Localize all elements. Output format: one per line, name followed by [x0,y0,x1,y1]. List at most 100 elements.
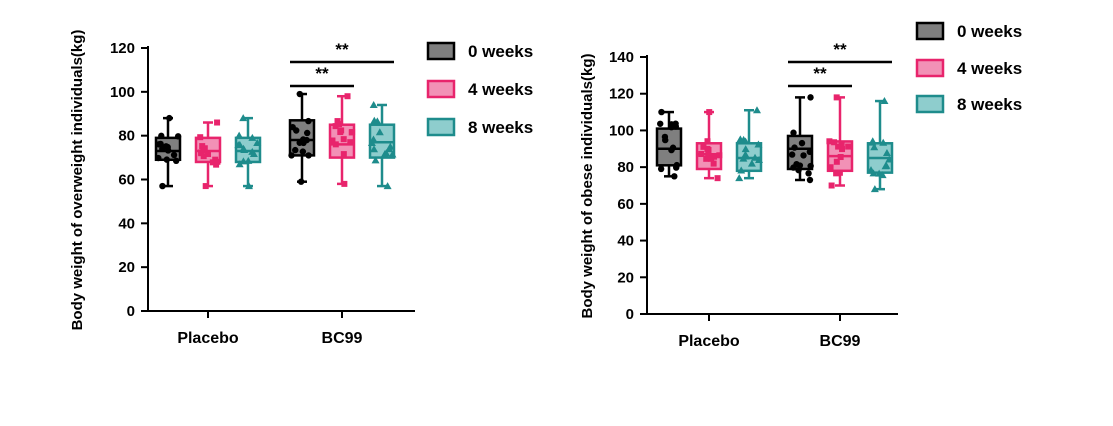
data-point [163,156,170,163]
data-point [807,162,814,170]
significance-label: ** [833,40,847,59]
data-point [338,127,345,134]
chart-overweight: 0 20 40 60 80 100 120 Placebo BC99 Body weight of… [69,30,533,347]
y-tick-label: 100 [110,84,135,101]
data-point [155,154,162,162]
data-point [386,142,395,150]
data-point [172,157,180,165]
data-point [248,147,257,155]
box-iqr [655,127,683,167]
data-point [369,100,378,108]
x-category-label: BC99 [322,330,363,347]
data-point [833,170,840,177]
data-point [305,152,312,159]
data-point [200,153,207,160]
data-point [668,146,675,154]
data-point [383,182,392,190]
box-circle [786,94,814,184]
y-tick-label: 40 [617,233,634,250]
data-point [214,119,221,126]
y-tick-label: 20 [118,259,135,276]
data-point [341,180,348,187]
data-point [336,121,343,128]
data-point [661,133,669,141]
data-point [239,144,248,152]
data-point [867,166,875,174]
data-point [202,183,209,190]
data-point [828,182,835,189]
data-point [806,148,814,156]
data-point [332,123,339,130]
data-point [201,145,208,152]
y-tick-label: 0 [127,303,135,320]
data-point [790,164,797,171]
data-point [885,155,894,163]
data-point [657,120,664,127]
y-tick-label: 60 [118,172,135,189]
y-tick-label: 60 [617,196,634,213]
box-square [695,109,723,182]
box-square [194,119,222,190]
data-point [296,90,303,98]
data-point [332,141,339,148]
data-point [845,143,852,150]
data-point [292,146,299,154]
data-point [714,175,721,182]
data-point [340,136,347,143]
data-point [158,132,165,140]
data-point [198,149,205,156]
data-point [706,109,713,116]
legend-swatch [915,21,945,41]
data-point [288,152,295,159]
data-point [212,156,219,163]
y-tick-label: 80 [118,128,135,145]
legend-label: 0 weeks [468,42,533,61]
data-point [838,141,845,148]
data-point [244,182,253,190]
data-point [672,123,680,130]
data-point [293,127,300,134]
y-tick-label: 120 [110,40,135,57]
box-triangle [367,100,397,190]
data-point [174,133,182,140]
data-point [741,145,750,153]
legend-swatch [915,58,945,78]
data-point [205,151,212,158]
data-point [248,133,257,141]
data-point [870,143,879,151]
data-point [705,146,712,153]
data-point [837,154,844,161]
data-point [304,129,311,137]
legend-label: 4 weeks [957,59,1022,78]
data-point [159,182,166,190]
data-point [836,169,843,176]
data-point [831,139,838,146]
data-point [788,151,796,158]
x-category-label: BC99 [820,333,861,350]
data-point [170,151,178,159]
data-point [166,114,173,122]
data-point [349,129,356,136]
data-point [704,138,711,145]
data-point [741,137,750,145]
y-tick-label: 40 [118,215,135,232]
box-square [826,94,854,189]
data-point [708,155,715,162]
data-point [305,117,312,125]
data-point [878,171,887,179]
data-point [737,166,746,174]
data-point [375,128,384,136]
data-point [340,151,347,158]
box-triangle [735,106,764,182]
data-point [710,160,717,167]
data-point [299,148,307,155]
data-point [839,146,846,153]
data-point [329,137,336,144]
data-point [880,97,889,105]
data-point [671,173,678,180]
data-point [239,114,248,122]
data-point [164,143,171,151]
y-tick-label: 0 [626,306,634,323]
data-point [213,161,220,168]
data-point [244,156,253,164]
